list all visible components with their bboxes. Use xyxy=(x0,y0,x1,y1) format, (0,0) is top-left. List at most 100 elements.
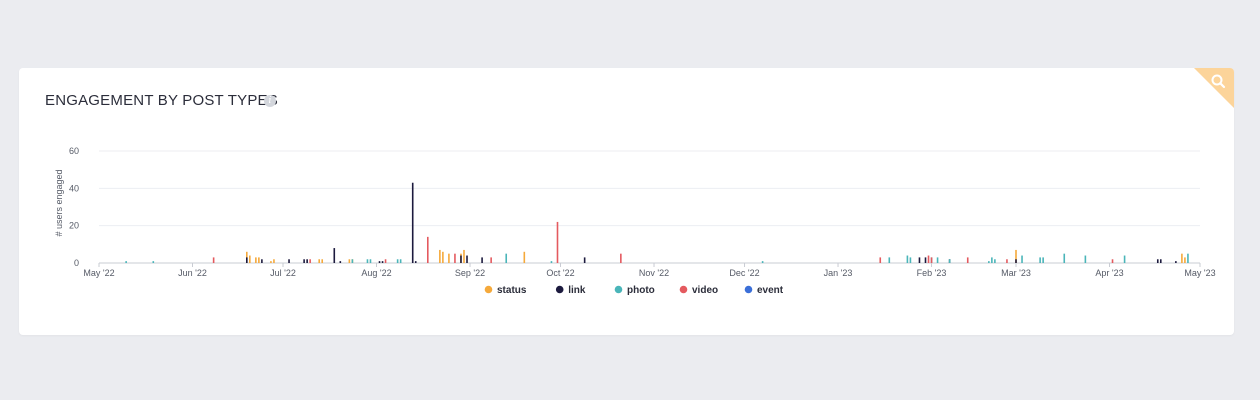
bar-link[interactable] xyxy=(411,182,414,263)
bar-photo[interactable] xyxy=(936,257,939,263)
bar-link[interactable] xyxy=(414,261,417,263)
bar-video[interactable] xyxy=(212,257,215,263)
bar-photo[interactable] xyxy=(761,261,764,263)
zoom-corner-background xyxy=(1194,68,1234,108)
bar-photo[interactable] xyxy=(505,253,508,263)
bar-status[interactable] xyxy=(321,259,324,263)
chart-bars xyxy=(125,182,1189,263)
bar-status[interactable] xyxy=(1015,249,1017,263)
bar-photo[interactable] xyxy=(1123,255,1126,263)
bar-video[interactable] xyxy=(426,236,429,263)
bar-video[interactable] xyxy=(1006,259,1008,263)
bar-photo[interactable] xyxy=(152,261,155,263)
bar-photo[interactable] xyxy=(351,259,354,263)
bar-status[interactable] xyxy=(348,259,351,263)
bar-photo[interactable] xyxy=(396,259,399,263)
bar-status[interactable] xyxy=(1184,257,1186,263)
bar-link[interactable] xyxy=(918,257,921,263)
bar-photo[interactable] xyxy=(948,259,951,263)
legend-item-video[interactable]: video xyxy=(679,285,718,296)
y-axis-ticks: 0 20 40 60 xyxy=(69,146,79,268)
bar-status[interactable] xyxy=(318,259,320,263)
bar-status[interactable] xyxy=(249,255,251,263)
info-icon[interactable]: i xyxy=(264,95,276,107)
bar-status[interactable] xyxy=(442,251,444,263)
legend-item-photo[interactable]: photo xyxy=(614,285,655,296)
bar-link[interactable] xyxy=(583,257,586,263)
bar-video[interactable] xyxy=(927,255,930,263)
bar-link[interactable] xyxy=(1159,259,1162,263)
bar-link[interactable] xyxy=(1015,259,1017,263)
bar-video[interactable] xyxy=(620,253,622,263)
bar-status[interactable] xyxy=(439,249,441,263)
bar-video[interactable] xyxy=(454,253,456,263)
bar-link[interactable] xyxy=(288,259,290,263)
bar-photo[interactable] xyxy=(994,259,996,263)
y-tick-label: 20 xyxy=(69,221,79,231)
bar-link[interactable] xyxy=(381,261,384,263)
y-axis-label: # users engaged xyxy=(54,169,64,236)
bar-status[interactable] xyxy=(273,259,275,263)
legend-item-link[interactable]: link xyxy=(555,285,586,296)
bar-video[interactable] xyxy=(966,257,969,263)
bar-link[interactable] xyxy=(481,257,483,263)
bar-photo[interactable] xyxy=(399,259,402,263)
x-tick-label: Dec '22 xyxy=(729,268,759,278)
bar-status[interactable] xyxy=(463,249,465,263)
bar-link[interactable] xyxy=(1175,261,1177,263)
x-tick-label: May '23 xyxy=(1184,268,1215,278)
x-tick-label: Nov '22 xyxy=(639,268,669,278)
bar-photo[interactable] xyxy=(888,257,891,263)
bar-link[interactable] xyxy=(466,255,468,263)
bar-photo[interactable] xyxy=(906,255,909,263)
bar-status[interactable] xyxy=(270,261,272,263)
bar-video[interactable] xyxy=(309,259,311,263)
legend-item-status[interactable]: status xyxy=(484,285,527,296)
bar-link[interactable] xyxy=(306,259,308,263)
bar-photo[interactable] xyxy=(1042,257,1044,263)
bar-status[interactable] xyxy=(258,257,260,263)
bar-link[interactable] xyxy=(333,248,336,263)
bar-photo[interactable] xyxy=(550,261,553,263)
bar-link[interactable] xyxy=(339,261,342,263)
x-tick-label: Jan '23 xyxy=(824,268,853,278)
bar-photo[interactable] xyxy=(369,259,372,263)
bar-video[interactable] xyxy=(556,221,559,263)
x-tick-label: Feb '23 xyxy=(917,268,947,278)
bar-link[interactable] xyxy=(1156,259,1159,263)
bar-link[interactable] xyxy=(378,261,381,263)
bar-photo[interactable] xyxy=(1187,253,1189,263)
bar-link[interactable] xyxy=(924,257,927,263)
bar-video[interactable] xyxy=(384,259,387,263)
bar-photo[interactable] xyxy=(125,261,127,263)
legend-label: video xyxy=(692,285,718,296)
bar-video[interactable] xyxy=(1111,259,1114,263)
bar-status[interactable] xyxy=(1181,253,1183,263)
bar-photo[interactable] xyxy=(1084,255,1087,263)
bar-video[interactable] xyxy=(879,257,882,263)
bar-photo[interactable] xyxy=(366,259,369,263)
bar-link[interactable] xyxy=(460,255,462,263)
x-axis: May '22 Jun '22 Jul '22 Aug '22 Sep '22 Oct '… xyxy=(83,263,1216,278)
bar-video[interactable] xyxy=(490,257,492,263)
bar-status[interactable] xyxy=(255,257,257,263)
bar-photo[interactable] xyxy=(1039,257,1041,263)
bar-photo[interactable] xyxy=(991,257,993,263)
legend-dot xyxy=(614,285,623,294)
bar-photo[interactable] xyxy=(1021,255,1023,263)
bar-status[interactable] xyxy=(448,253,450,263)
bar-link[interactable] xyxy=(246,257,248,263)
engagement-card: ENGAGEMENT BY POST TYPES i 0 20 40 60 # use… xyxy=(19,68,1234,335)
bar-photo[interactable] xyxy=(988,261,990,263)
legend-item-event[interactable]: event xyxy=(744,285,784,296)
y-tick-label: 0 xyxy=(74,258,79,268)
bar-link[interactable] xyxy=(261,259,263,263)
bar-photo[interactable] xyxy=(1063,253,1066,263)
bar-photo[interactable] xyxy=(909,257,912,263)
bar-video[interactable] xyxy=(930,257,933,263)
zoom-corner-button[interactable] xyxy=(1194,68,1234,108)
bar-link[interactable] xyxy=(303,259,305,263)
legend-label: status xyxy=(497,285,527,296)
bar-status[interactable] xyxy=(523,251,526,263)
card-title: ENGAGEMENT BY POST TYPES xyxy=(45,92,278,109)
